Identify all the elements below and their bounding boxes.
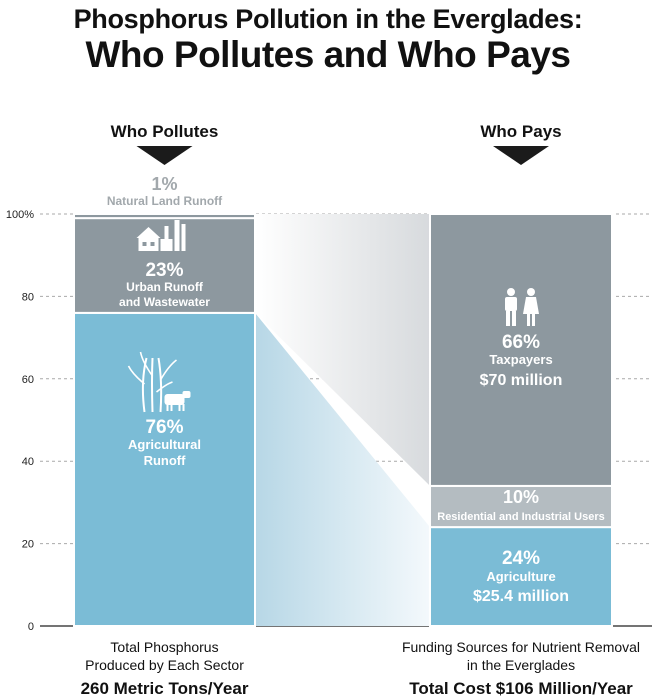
cow-leg [178,404,181,411]
bar-segment [429,213,613,487]
y-tick-label: 0 [28,621,34,633]
y-tick-label: 20 [22,539,34,551]
y-tick-label: 80 [22,291,34,303]
chimney [174,220,180,251]
sugarcane-cow-icon [127,351,191,413]
bar-caption: in the Everglades [467,657,575,673]
segment-label: Urban Runoff [126,280,204,294]
bar-caption: Produced by Each Sector [85,657,244,673]
house-factory-icon [136,220,186,251]
y-tick-label: 60 [22,374,34,386]
y-tick-label: 40 [22,456,34,468]
segment-label: Natural Land Runoff [107,194,223,208]
bar-total: 260 Metric Tons/Year [81,679,249,698]
segment-percent: 1% [151,174,177,194]
chevron-down-icon [493,146,549,165]
stalk [157,357,163,413]
bar-total: Total Cost $106 Million/Year [409,679,633,698]
cow-leg [166,404,169,411]
segment-label: and Wastewater [119,295,210,309]
cow-leg [182,404,185,411]
bar-segment [73,311,256,627]
leaf [156,381,173,393]
segment-label: Agriculture [486,569,555,584]
person-leg [532,314,535,326]
segment-percent: 10% [503,487,539,507]
leaf [139,351,154,377]
segment-label: Residential and Industrial Users [437,511,605,523]
leaf [127,365,146,385]
segment-label: $70 million [480,372,563,389]
segment-percent: 76% [145,417,183,438]
segment-label: Runoff [144,453,187,468]
bar-segment [73,213,256,220]
factory-body [160,239,173,251]
person-leg [512,311,516,326]
house-body [138,237,159,251]
segment-percent: 66% [502,332,540,353]
person-leg [506,311,510,326]
segment-label: Taxpayers [489,352,552,367]
chimney [181,224,186,251]
people-icon [505,288,539,326]
chimney [164,226,169,240]
person-body [505,297,517,311]
leaf [159,359,177,381]
connector-band-agriculture [255,312,430,626]
cow-head [182,391,191,398]
person-dress [523,297,539,314]
bar-segment [429,484,613,529]
segment-label: Agricultural [128,437,201,452]
person-head [507,288,515,296]
connector-band-other [255,214,430,486]
person-leg [527,314,530,326]
stalk [151,357,154,413]
bar-caption: Funding Sources for Nutrient Removal [402,639,640,655]
window [142,242,147,246]
segment-percent: 23% [145,260,183,281]
house-roof [136,227,161,238]
bar-caption: Total Phosphorus [110,639,218,655]
bar-header: Who Pollutes [111,122,219,141]
cow-leg [170,404,173,411]
cow-body [164,394,185,405]
chevron-down-icon [136,146,193,165]
window [150,242,155,246]
chart-subtitle: Who Pollutes and Who Pays [85,34,571,75]
segment-percent: 24% [502,548,540,569]
person-head [527,288,535,296]
segment-label: $25.4 million [473,588,569,605]
chart-title: Phosphorus Pollution in the Everglades: [73,4,583,34]
bar-header: Who Pays [480,122,561,141]
y-tick-label: 100% [6,209,34,221]
